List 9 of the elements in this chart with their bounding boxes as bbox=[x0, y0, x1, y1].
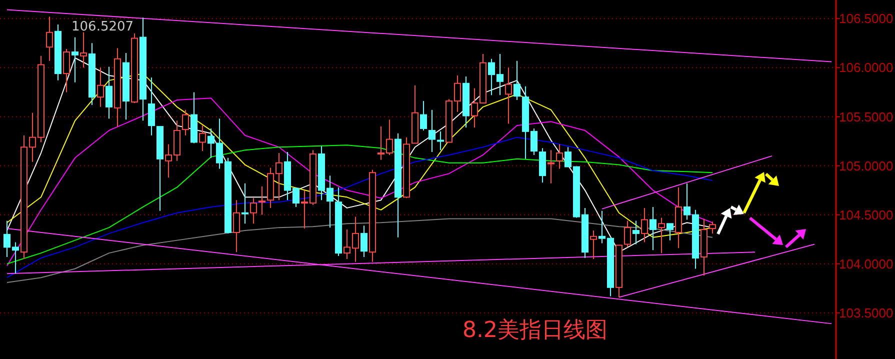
y-tick-label: 106.0000 bbox=[839, 60, 894, 76]
annotation: 106.5207 bbox=[72, 20, 134, 35]
y-tick-label: 105.5000 bbox=[839, 109, 894, 124]
y-tick-label: 104.5000 bbox=[839, 207, 894, 222]
y-tick-label: 105.0000 bbox=[839, 158, 894, 174]
y-tick-label: 104.0000 bbox=[839, 256, 894, 272]
y-tick-label: 103.5000 bbox=[839, 305, 894, 320]
y-tick-label: 106.5000 bbox=[839, 11, 894, 26]
text: 8.2美指日线图 bbox=[462, 318, 608, 343]
